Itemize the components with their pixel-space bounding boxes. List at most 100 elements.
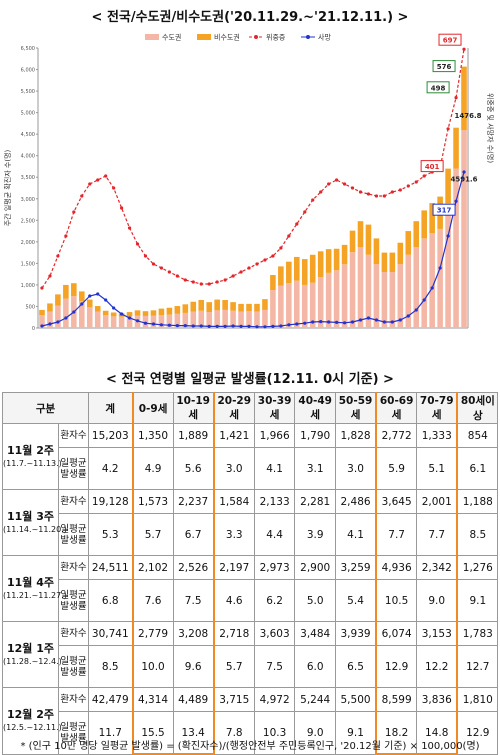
point (88, 182, 92, 186)
cell: 6.7 (172, 513, 215, 556)
header-cell: 60-69세 (375, 392, 418, 424)
label-box (432, 203, 456, 216)
cell: 3,715 (213, 687, 255, 712)
point (406, 314, 410, 318)
cell: 2,001 (416, 489, 459, 514)
point (406, 184, 410, 188)
bar (421, 210, 427, 239)
group-name: 11월 2주 (6, 443, 55, 457)
cell: 24,511 (88, 555, 134, 580)
cell: 5.0 (294, 579, 336, 622)
bar (102, 310, 109, 316)
point (319, 320, 323, 324)
cell: 2,281 (294, 489, 336, 514)
bar (325, 272, 332, 328)
header-row: 구분 계 0-9세 10-19세 20-29세 30-39세 40-49세 50-59세 60-… (1, 392, 499, 424)
point (287, 323, 291, 327)
table-row: 11월 2주 (11.7.~11.13.) 환자수 15,203 1,350 1,889 1… (2, 423, 499, 490)
bar (270, 290, 276, 328)
y-tick-label: 1,500 (21, 261, 35, 267)
group-label: 11월 2주 (11.7.~11.13.) (2, 423, 62, 490)
point (72, 210, 76, 214)
bar (246, 311, 252, 328)
y-axis-title: 주간 일평균 확진자 수(명) (3, 149, 12, 226)
cell: 4,314 (131, 687, 174, 712)
point (366, 316, 371, 320)
bar (126, 316, 133, 328)
legend-item: 수도권 (145, 34, 181, 42)
bar (198, 310, 205, 328)
cell: 8.5 (456, 513, 499, 556)
bar (110, 312, 117, 317)
y2-axis-title: 위중증 및 사망자 수(명) (486, 93, 495, 163)
bar (63, 298, 69, 328)
y-tick-label: 5,000 (21, 111, 35, 117)
group-range: (11.28.~12.4.) (3, 656, 62, 666)
row-label: 일평균 발생률 (57, 447, 90, 490)
table-row: 일평균 발생률 6.8 7.6 7.5 4.6 6.2 5.0 5.4 10.5 9.0 9.1 (3, 579, 499, 622)
chart-title: < 전국/수도권/비수도권('20.11.29.~'21.12.11.) > (91, 10, 409, 25)
bar (294, 280, 300, 328)
point (167, 323, 171, 327)
point (414, 308, 418, 312)
point (143, 321, 148, 325)
row-label: 일평균 발생률 (57, 711, 90, 755)
bar (341, 244, 348, 265)
cell: 3.0 (334, 447, 377, 490)
cell: 6.5 (334, 645, 377, 688)
row-label: 환자수 (57, 423, 90, 448)
table-row: 일평균 발생률 11.7 15.5 13.4 7.8 10.3 9.0 9.1 18.2 14.8… (3, 711, 499, 755)
point (327, 320, 331, 324)
bar (86, 299, 93, 308)
point (342, 321, 347, 325)
cell: 3,836 (416, 687, 459, 712)
cell: 10.0 (131, 645, 174, 688)
header-cell: 40-49세 (294, 392, 336, 424)
bar (55, 294, 61, 306)
bar (286, 283, 292, 328)
group-label: 12월 2주 (12.5.~12.11.) (2, 687, 62, 755)
bar (445, 168, 451, 204)
point (88, 294, 92, 298)
cell: 1,783 (456, 621, 499, 646)
point (374, 194, 379, 198)
bar (357, 247, 364, 328)
cell: 2,718 (213, 621, 255, 646)
cell: 6,074 (375, 621, 418, 646)
table-row: 일평균 발생률 4.2 4.9 5.6 3.0 4.1 3.1 3.0 5.9 5.1 6.1 (3, 447, 499, 490)
cell: 854 (456, 423, 499, 448)
chart: 0 500 1,000 1,500 2,000 2,500 3,000 3,500 4,000 4… (3, 33, 495, 333)
table-row: 일평균 발생률 5.3 5.7 6.7 3.3 4.4 3.9 4.1 7.7 7.7 8.5 (3, 513, 499, 556)
point (104, 174, 108, 178)
point (223, 324, 227, 328)
row-label: 환자수 (57, 621, 90, 646)
bar (190, 311, 197, 328)
cell: 9.1 (334, 711, 377, 755)
y-tick-label: 2,500 (21, 218, 35, 224)
bar (110, 316, 117, 328)
legend-item: 위중증 (249, 34, 286, 42)
point (414, 180, 418, 184)
cell: 7.6 (131, 579, 174, 622)
point (422, 174, 426, 178)
bar (206, 312, 212, 328)
point (231, 324, 235, 328)
cell: 10.3 (253, 711, 296, 755)
age-table: 구분 계 0-9세 10-19세 20-29세 30-39세 40-49세 50-59세 60-… (1, 392, 499, 755)
point (358, 318, 363, 322)
cell: 3,153 (416, 621, 459, 646)
cell: 4,936 (375, 555, 418, 580)
bar (349, 230, 356, 253)
legend-swatch (197, 34, 211, 40)
cell: 6.0 (294, 645, 336, 688)
point (454, 199, 458, 203)
bar (79, 301, 85, 328)
cell: 9.0 (294, 711, 336, 755)
point (64, 316, 68, 320)
cell: 7.7 (375, 513, 418, 556)
bar (397, 264, 404, 328)
data-label: 4591.6 (451, 176, 478, 184)
cell: 9.0 (416, 579, 459, 622)
bar (301, 259, 308, 285)
bar (39, 315, 45, 328)
